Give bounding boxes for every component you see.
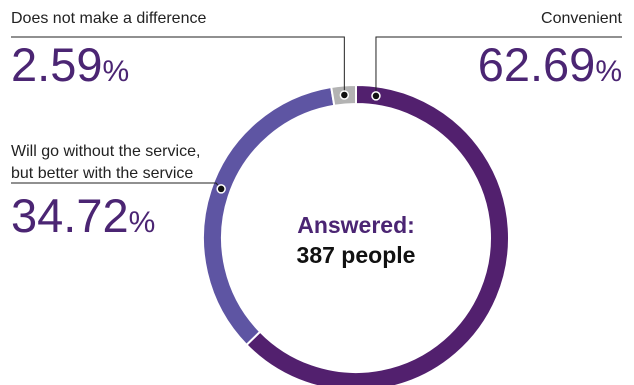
slice-label-no-difference: Does not make a difference xyxy=(11,10,206,27)
leader-convenient xyxy=(371,36,622,101)
slice-label-will-go-without-line2: but better with the service xyxy=(11,165,193,182)
slice-value-unit: % xyxy=(102,55,129,88)
slice-value-unit: % xyxy=(595,55,622,88)
slice-value-convenient: 62.69% xyxy=(478,38,622,91)
slice-label-will-go-without-line1: Will go without the service, xyxy=(11,143,200,160)
leader-no-difference xyxy=(11,36,350,100)
leader-dot xyxy=(339,90,350,100)
slice-value-unit: % xyxy=(129,206,156,239)
leader-line xyxy=(375,36,622,96)
donut-ring xyxy=(202,83,510,385)
leader-dot xyxy=(216,184,226,194)
leader-will-go-without xyxy=(11,182,226,194)
leader-dot xyxy=(371,91,381,101)
slice-value-no-difference: 2.59% xyxy=(11,38,129,91)
leader-lines xyxy=(11,36,622,194)
center-title: Answered: xyxy=(297,212,415,238)
slice-value-number: 2.59 xyxy=(11,38,102,91)
slice-value-will-go-without: 34.72% xyxy=(11,189,155,242)
slice-value-number: 34.72 xyxy=(11,189,129,242)
leader-line xyxy=(11,36,345,95)
slice-label-convenient: Convenient xyxy=(541,10,623,27)
center-count: 387 people xyxy=(297,242,416,268)
slice-value-number: 62.69 xyxy=(478,38,596,91)
